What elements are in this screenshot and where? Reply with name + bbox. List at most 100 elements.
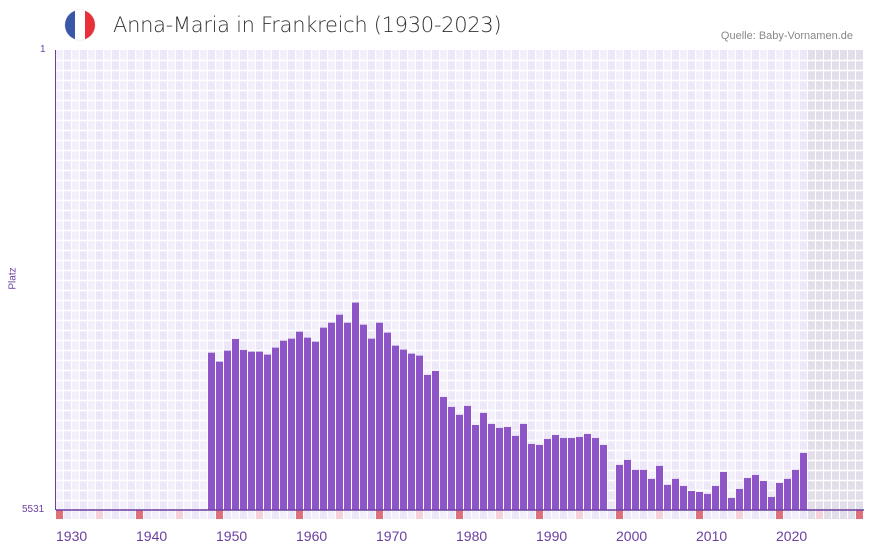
- year-marker: [712, 510, 719, 519]
- bar-1997: [592, 437, 599, 510]
- flag-blue: [65, 10, 75, 40]
- year-marker: [528, 510, 535, 519]
- year-marker: [248, 510, 255, 519]
- year-marker: [128, 510, 135, 519]
- bar-1978: [440, 396, 447, 510]
- year-marker: [768, 510, 775, 519]
- year-marker: [56, 510, 63, 519]
- year-marker: [608, 510, 615, 519]
- year-marker: [688, 510, 695, 519]
- year-marker: [544, 510, 551, 519]
- year-marker: [488, 510, 495, 519]
- year-marker: [408, 510, 415, 519]
- bar-1987: [512, 435, 519, 510]
- x-tick-label: 2010: [696, 528, 727, 544]
- year-marker: [736, 510, 743, 519]
- bar-1993: [560, 437, 567, 510]
- bar-1988: [520, 423, 527, 510]
- year-marker: [744, 510, 751, 519]
- bar-1976: [424, 374, 431, 510]
- year-marker: [512, 510, 519, 519]
- year-marker: [216, 510, 223, 519]
- bar-1959: [288, 338, 295, 510]
- year-marker: [360, 510, 367, 519]
- year-marker: [320, 510, 327, 519]
- bar-1950: [216, 361, 223, 510]
- bar-1989: [528, 443, 535, 510]
- y-tick-top: 1: [40, 44, 46, 55]
- year-marker: [184, 510, 191, 519]
- flag-red: [85, 10, 95, 40]
- y-tick-bottom: 5531: [22, 504, 45, 515]
- x-tick-label: 2020: [776, 528, 807, 544]
- year-marker: [96, 510, 103, 519]
- year-marker: [504, 510, 511, 519]
- year-marker: [632, 510, 639, 519]
- bar-1991: [544, 438, 551, 510]
- year-marker: [792, 510, 799, 519]
- bar-1966: [344, 322, 351, 510]
- year-marker: [280, 510, 287, 519]
- bar-2009: [688, 490, 695, 510]
- bar-1957: [272, 347, 279, 510]
- bar-2013: [720, 471, 727, 510]
- bar-1972: [392, 345, 399, 510]
- year-marker: [232, 510, 239, 519]
- bar-1965: [336, 314, 343, 510]
- year-marker: [440, 510, 447, 519]
- x-tick-label: 1930: [56, 528, 87, 544]
- bar-2017: [752, 474, 759, 510]
- year-marker: [824, 510, 831, 519]
- year-marker: [536, 510, 543, 519]
- bar-2006: [664, 484, 671, 510]
- year-marker: [72, 510, 79, 519]
- year-marker: [560, 510, 567, 519]
- bar-1975: [416, 355, 423, 510]
- bar-1992: [552, 434, 559, 510]
- bar-1986: [504, 426, 511, 510]
- bar-1981: [464, 405, 471, 510]
- x-tick-label: 1990: [536, 528, 567, 544]
- year-marker: [392, 510, 399, 519]
- year-marker: [808, 510, 815, 519]
- year-marker: [592, 510, 599, 519]
- bar-2023: [800, 452, 807, 510]
- year-marker: [288, 510, 295, 519]
- bar-2000: [616, 464, 623, 510]
- year-marker: [640, 510, 647, 519]
- year-marker: [328, 510, 335, 519]
- year-marker: [384, 510, 391, 519]
- bar-1979: [448, 406, 455, 510]
- bar-1958: [280, 340, 287, 510]
- year-marker: [200, 510, 207, 519]
- bar-1984: [488, 423, 495, 510]
- bar-1971: [384, 332, 391, 510]
- bar-1961: [304, 337, 311, 510]
- bar-1969: [368, 338, 375, 510]
- bar-2007: [672, 478, 679, 510]
- year-marker: [456, 510, 463, 519]
- year-marker: [448, 510, 455, 519]
- year-marker: [576, 510, 583, 519]
- bar-1977: [432, 370, 439, 510]
- year-marker: [256, 510, 263, 519]
- bar-2011: [704, 493, 711, 510]
- year-marker: [304, 510, 311, 519]
- bar-2004: [648, 478, 655, 510]
- year-marker: [240, 510, 247, 519]
- x-tick-label: 1940: [136, 528, 167, 544]
- source-link[interactable]: Quelle: Baby-Vornamen.de: [720, 30, 853, 42]
- bar-1980: [456, 414, 463, 510]
- bar-1998: [600, 444, 607, 510]
- year-marker: [264, 510, 271, 519]
- year-marker: [312, 510, 319, 519]
- year-marker: [168, 510, 175, 519]
- bar-2022: [792, 469, 799, 510]
- year-marker: [352, 510, 359, 519]
- year-marker: [472, 510, 479, 519]
- bar-1996: [584, 433, 591, 510]
- bar-1964: [328, 322, 335, 510]
- bar-2008: [680, 485, 687, 510]
- year-marker: [112, 510, 119, 519]
